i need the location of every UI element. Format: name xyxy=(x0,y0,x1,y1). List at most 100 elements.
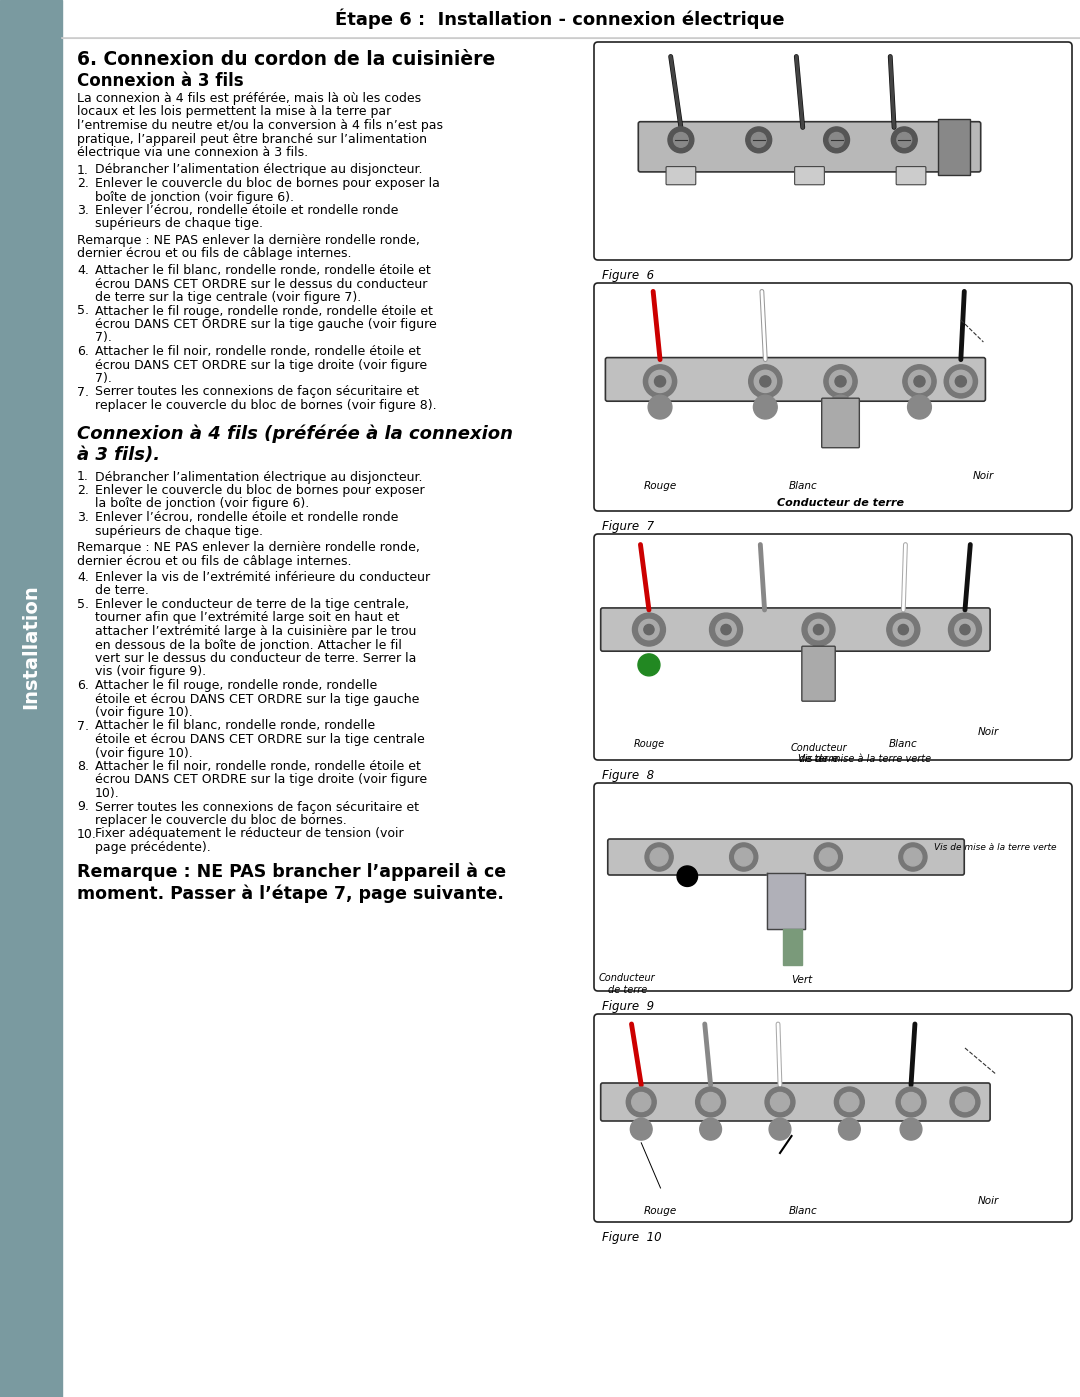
Text: Conducteur
de terre: Conducteur de terre xyxy=(599,972,656,995)
Circle shape xyxy=(903,365,936,398)
Text: Attacher le fil blanc, rondelle ronde, rondelle: Attacher le fil blanc, rondelle ronde, r… xyxy=(95,719,375,732)
FancyBboxPatch shape xyxy=(638,122,981,172)
Circle shape xyxy=(908,370,931,393)
Circle shape xyxy=(813,624,824,634)
Circle shape xyxy=(828,395,852,419)
Circle shape xyxy=(648,395,672,419)
Circle shape xyxy=(674,133,688,147)
Circle shape xyxy=(631,1119,652,1140)
Text: 10).: 10). xyxy=(95,787,120,800)
Circle shape xyxy=(900,1119,922,1140)
Text: replacer le couvercle du bloc de bornes (voir figure 8).: replacer le couvercle du bloc de bornes … xyxy=(95,400,436,412)
Circle shape xyxy=(633,613,665,645)
Text: Remarque : NE PAS enlever la dernière rondelle ronde,: Remarque : NE PAS enlever la dernière ro… xyxy=(77,541,420,555)
Circle shape xyxy=(902,1092,920,1112)
Circle shape xyxy=(638,619,659,640)
Text: Blanc: Blanc xyxy=(889,739,918,749)
Text: Remarque : NE PAS enlever la dernière rondelle ronde,: Remarque : NE PAS enlever la dernière ro… xyxy=(77,235,420,247)
Text: 3.: 3. xyxy=(77,204,89,217)
Circle shape xyxy=(721,624,731,634)
Text: 7.: 7. xyxy=(77,719,89,732)
Text: Attacher le fil noir, rondelle ronde, rondelle étoile et: Attacher le fil noir, rondelle ronde, ro… xyxy=(95,760,421,773)
Text: 4.: 4. xyxy=(77,571,89,584)
Text: écrou DANS CET ORDRE sur la tige droite (voir figure: écrou DANS CET ORDRE sur la tige droite … xyxy=(95,774,427,787)
Text: l’entremise du neutre et/ou la conversion à 4 fils n’est pas: l’entremise du neutre et/ou la conversio… xyxy=(77,119,443,131)
Text: Rouge: Rouge xyxy=(633,739,664,749)
Circle shape xyxy=(754,395,778,419)
Circle shape xyxy=(626,1087,657,1118)
Text: (voir figure 10).: (voir figure 10). xyxy=(95,705,192,719)
Circle shape xyxy=(955,619,975,640)
Text: la boîte de jonction (voir figure 6).: la boîte de jonction (voir figure 6). xyxy=(95,497,309,510)
Circle shape xyxy=(654,376,665,387)
Text: 7).: 7). xyxy=(95,331,112,345)
Text: Enlever la vis de l’extrémité inférieure du conducteur: Enlever la vis de l’extrémité inférieure… xyxy=(95,571,430,584)
Text: 4.: 4. xyxy=(77,264,89,277)
Circle shape xyxy=(896,133,912,147)
Circle shape xyxy=(734,848,753,866)
Circle shape xyxy=(638,654,660,676)
Text: Rouge: Rouge xyxy=(644,481,677,490)
Text: Vis de mise à la terre verte: Vis de mise à la terre verte xyxy=(798,754,931,764)
Text: Blanc: Blanc xyxy=(788,1206,818,1215)
Text: moment. Passer à l’étape 7, page suivante.: moment. Passer à l’étape 7, page suivant… xyxy=(77,884,504,902)
FancyBboxPatch shape xyxy=(594,1014,1072,1222)
Circle shape xyxy=(887,613,920,645)
Circle shape xyxy=(754,370,777,393)
Text: Figure  7: Figure 7 xyxy=(602,520,654,534)
Text: Débrancher l’alimentation électrique au disjoncteur.: Débrancher l’alimentation électrique au … xyxy=(95,471,422,483)
Circle shape xyxy=(752,133,766,147)
Text: 5.: 5. xyxy=(77,305,89,317)
Text: Fixer adéquatement le réducteur de tension (voir: Fixer adéquatement le réducteur de tensi… xyxy=(95,827,404,841)
Circle shape xyxy=(748,365,782,398)
Text: 1.: 1. xyxy=(77,163,89,176)
Text: Attacher le fil rouge, rondelle ronde, rondelle étoile et: Attacher le fil rouge, rondelle ronde, r… xyxy=(95,305,433,317)
Text: Remarque : NE PAS brancher l’appareil à ce: Remarque : NE PAS brancher l’appareil à … xyxy=(77,862,507,882)
Text: La connexion à 4 fils est préférée, mais là où les codes: La connexion à 4 fils est préférée, mais… xyxy=(77,92,421,105)
Text: Connexion à 3 fils: Connexion à 3 fils xyxy=(77,73,244,89)
Text: écrou DANS CET ORDRE sur la tige droite (voir figure: écrou DANS CET ORDRE sur la tige droite … xyxy=(95,359,427,372)
Circle shape xyxy=(650,848,669,866)
Text: Enlever le conducteur de terre de la tige centrale,: Enlever le conducteur de terre de la tig… xyxy=(95,598,409,610)
Circle shape xyxy=(899,842,927,872)
Text: Noir: Noir xyxy=(973,471,994,481)
Circle shape xyxy=(840,1092,859,1112)
Circle shape xyxy=(899,624,908,634)
Text: 1.: 1. xyxy=(77,471,89,483)
Circle shape xyxy=(820,848,837,866)
Circle shape xyxy=(956,376,967,387)
Circle shape xyxy=(667,127,693,152)
Text: Attacher le fil blanc, rondelle ronde, rondelle étoile et: Attacher le fil blanc, rondelle ronde, r… xyxy=(95,264,431,277)
Circle shape xyxy=(808,619,828,640)
Text: vert sur le dessus du conducteur de terre. Serrer la: vert sur le dessus du conducteur de terr… xyxy=(95,652,417,665)
Circle shape xyxy=(759,376,771,387)
Text: en dessous de la boîte de jonction. Attacher le fil: en dessous de la boîte de jonction. Atta… xyxy=(95,638,402,651)
Polygon shape xyxy=(767,873,806,929)
Circle shape xyxy=(701,1092,720,1112)
Circle shape xyxy=(696,1087,726,1118)
Text: Noir: Noir xyxy=(977,726,999,736)
Circle shape xyxy=(746,127,772,152)
Text: Noir: Noir xyxy=(977,1196,999,1206)
Circle shape xyxy=(907,395,931,419)
FancyBboxPatch shape xyxy=(594,284,1072,511)
Text: Figure  10: Figure 10 xyxy=(602,1231,662,1243)
FancyBboxPatch shape xyxy=(594,534,1072,760)
FancyBboxPatch shape xyxy=(594,782,1072,990)
Circle shape xyxy=(948,613,982,645)
Text: dernier écrou et ou fils de câblage internes.: dernier écrou et ou fils de câblage inte… xyxy=(77,247,351,260)
Text: 9.: 9. xyxy=(77,800,89,813)
Bar xyxy=(939,119,971,175)
Circle shape xyxy=(904,848,922,866)
Circle shape xyxy=(644,624,654,634)
Circle shape xyxy=(677,866,698,887)
Text: tourner afin que l’extrémité large soit en haut et: tourner afin que l’extrémité large soit … xyxy=(95,612,400,624)
FancyBboxPatch shape xyxy=(822,398,860,447)
Text: Débrancher l’alimentation électrique au disjoncteur.: Débrancher l’alimentation électrique au … xyxy=(95,163,422,176)
FancyBboxPatch shape xyxy=(896,166,926,184)
Circle shape xyxy=(730,842,758,872)
Circle shape xyxy=(824,365,858,398)
Text: Étape 6 :  Installation - connexion électrique: Étape 6 : Installation - connexion élect… xyxy=(335,8,785,29)
Circle shape xyxy=(644,365,677,398)
Circle shape xyxy=(891,127,917,152)
